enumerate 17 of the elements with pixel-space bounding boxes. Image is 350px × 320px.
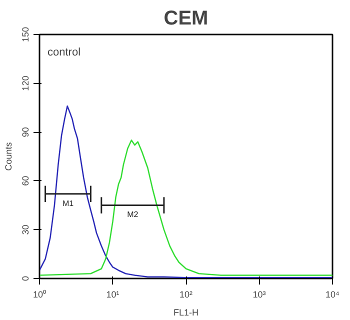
x-tick-label: 10¹ bbox=[106, 290, 120, 300]
y-tick-label: 0 bbox=[20, 276, 30, 282]
y-tick-label: 30 bbox=[20, 224, 30, 235]
y-tick-label: 90 bbox=[20, 127, 30, 138]
y-tick-label: 60 bbox=[20, 176, 30, 186]
y-axis-title: Counts bbox=[4, 142, 14, 171]
y-tick-label: 150 bbox=[20, 26, 30, 42]
x-tick-label: 10⁴ bbox=[326, 290, 340, 300]
y-tick-label: 120 bbox=[20, 76, 30, 91]
x-axis-title: FL1-H bbox=[174, 308, 199, 318]
series-label: M1 bbox=[62, 198, 74, 208]
annotation: control bbox=[48, 46, 81, 58]
chart-title: CEM bbox=[164, 8, 208, 30]
x-tick-label: 10² bbox=[179, 290, 193, 300]
series-label: M2 bbox=[127, 210, 139, 220]
x-tick-label: 10³ bbox=[252, 290, 266, 300]
x-tick-label: 10⁰ bbox=[32, 290, 46, 300]
